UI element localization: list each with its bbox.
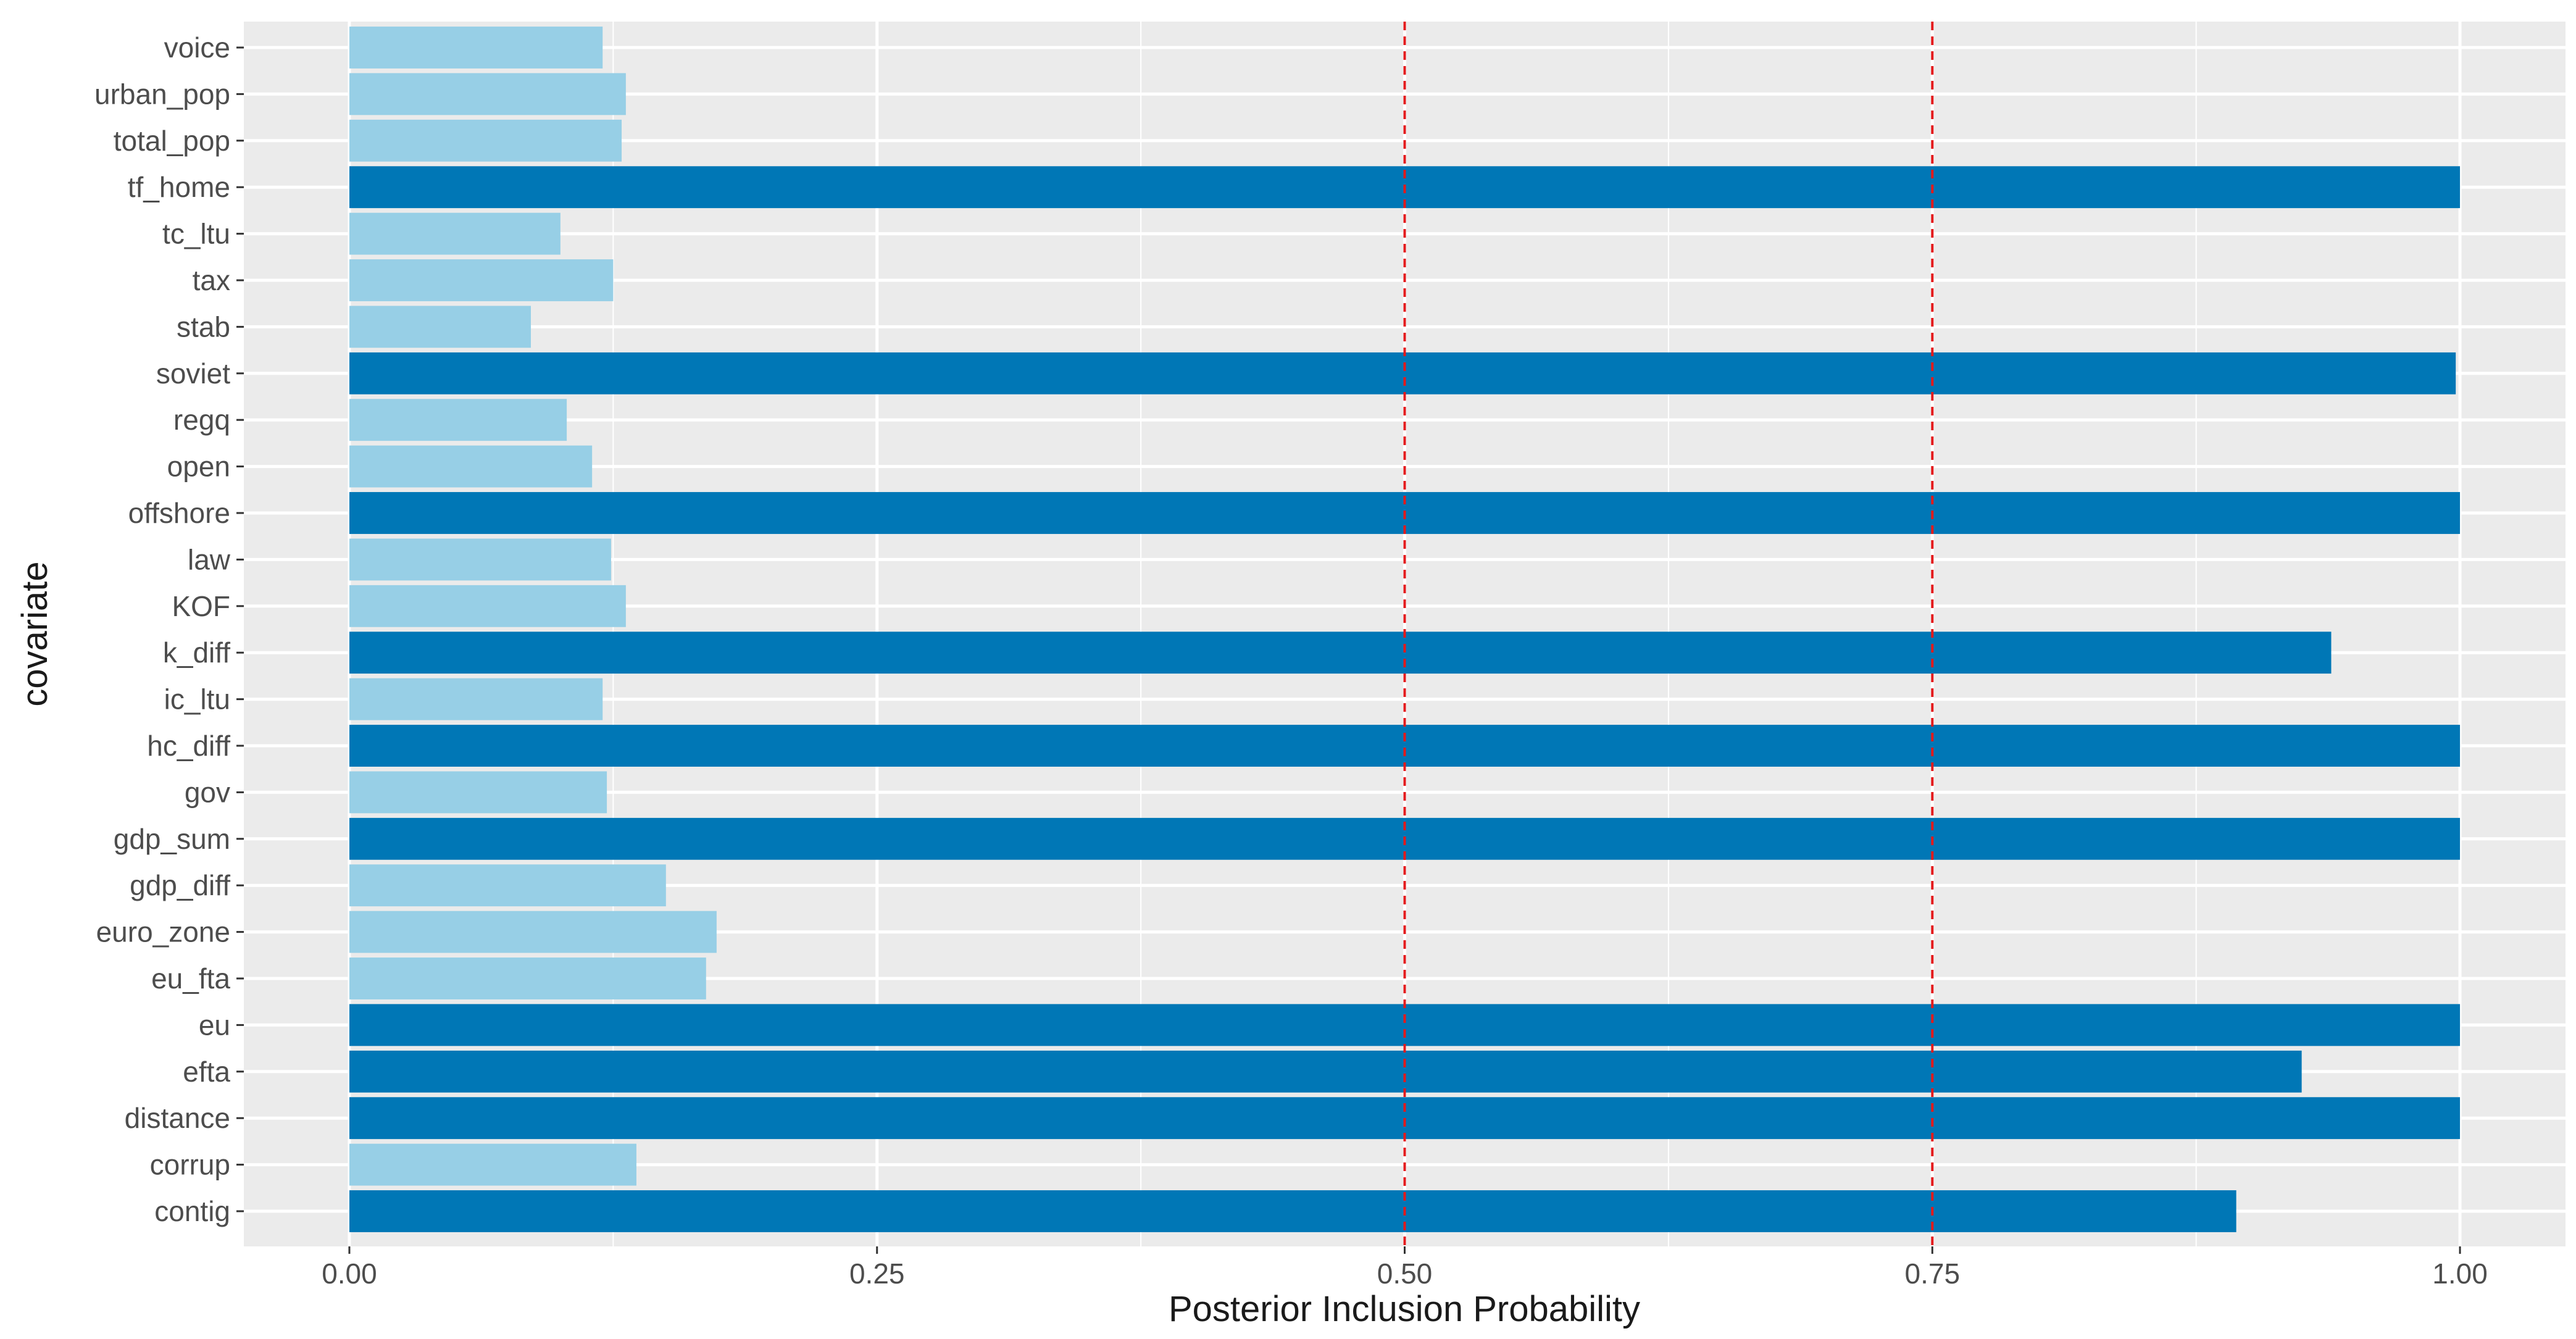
y-tick-label: hc_diff: [147, 730, 230, 762]
y-tick-label: offshore: [128, 497, 230, 529]
y-tick-label: voice: [164, 31, 230, 64]
y-axis-ticks: contig corrup distance efta eu eu_fta euro_zon…: [94, 31, 244, 1227]
bar-total_pop: [349, 119, 622, 162]
y-tick-label: distance: [125, 1102, 230, 1134]
bar-voice: [349, 27, 603, 69]
bar-efta: [349, 1050, 2302, 1093]
y-tick-label: contig: [154, 1195, 230, 1227]
y-tick-label: soviet: [156, 357, 230, 390]
y-tick-label: gdp_sum: [114, 823, 230, 855]
y-tick-label: stab: [177, 311, 230, 343]
bar-law: [349, 538, 611, 581]
x-axis-title: Posterior Inclusion Probability: [1169, 1289, 1640, 1329]
x-tick-label: 0.00: [322, 1258, 377, 1290]
bar-eu: [349, 1004, 2461, 1046]
bar-stab: [349, 306, 531, 348]
bar-urban_pop: [349, 73, 626, 115]
bar-tc_ltu: [349, 212, 561, 255]
bar-hc_diff: [349, 725, 2461, 767]
bar-regq: [349, 399, 567, 441]
y-tick-label: tax: [193, 264, 230, 296]
x-axis-ticks: 0.00 0.25 0.50 0.75 1.00: [322, 1246, 2488, 1290]
y-tick-label: eu_fta: [151, 962, 230, 995]
y-tick-label: tf_home: [128, 171, 230, 203]
x-tick-label: 1.00: [2432, 1258, 2488, 1290]
y-tick-label: regq: [173, 404, 230, 436]
y-tick-label: efta: [183, 1056, 230, 1088]
bar-corrup: [349, 1143, 636, 1186]
y-tick-label: law: [188, 543, 231, 575]
bar-soviet: [349, 352, 2456, 394]
x-tick-label: 0.75: [1905, 1258, 1961, 1290]
bar-ic_ltu: [349, 678, 603, 720]
y-tick-label: gdp_diff: [130, 869, 230, 901]
y-tick-label: corrup: [150, 1149, 230, 1181]
y-tick-label: KOF: [172, 590, 230, 622]
y-tick-label: open: [167, 451, 230, 483]
y-tick-label: eu: [199, 1009, 230, 1041]
bar-gdp_diff: [349, 864, 666, 907]
bar-KOF: [349, 585, 626, 627]
x-tick-label: 0.50: [1377, 1258, 1433, 1290]
reference-lines: [1403, 22, 1934, 1246]
x-tick-label: 0.25: [849, 1258, 905, 1290]
bar-k_diff: [349, 632, 2332, 674]
y-tick-label: euro_zone: [96, 916, 230, 948]
bar-gov: [349, 771, 607, 814]
y-tick-label: tc_ltu: [162, 218, 230, 250]
bar-euro_zone: [349, 911, 717, 953]
bar-tax: [349, 259, 614, 301]
y-tick-label: k_diff: [163, 636, 230, 669]
y-tick-label: total_pop: [114, 125, 230, 157]
y-tick-label: ic_ltu: [164, 683, 230, 715]
y-tick-label: gov: [185, 776, 230, 808]
bar-eu_fta: [349, 957, 706, 999]
y-axis-title: covariate: [15, 561, 55, 706]
bar-open: [349, 445, 593, 488]
bar-contig: [349, 1190, 2236, 1232]
y-tick-label: urban_pop: [94, 78, 230, 110]
